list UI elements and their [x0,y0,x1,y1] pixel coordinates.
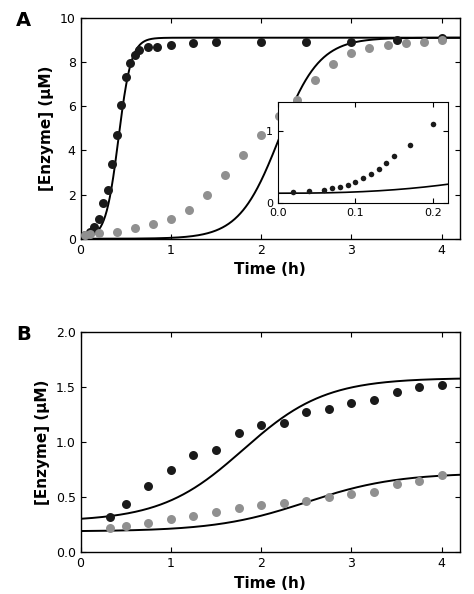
Point [86,229,93,239]
Point [302,37,310,47]
Point [212,445,220,454]
Point [329,59,337,69]
Point [122,72,129,82]
Point [212,37,220,47]
Point [95,229,102,238]
Point [325,492,333,502]
Point [131,50,138,60]
Y-axis label: [Enzyme] (μM): [Enzyme] (μM) [35,380,50,505]
Point [122,521,129,530]
Point [347,399,355,408]
Point [438,35,446,45]
Point [235,504,242,513]
Point [275,111,283,121]
Point [167,40,174,50]
Point [149,220,156,229]
Point [384,40,392,50]
Point [438,380,446,389]
Point [122,499,129,508]
Point [154,42,161,51]
Point [91,222,98,231]
Point [107,512,114,522]
Point [190,450,197,460]
Point [393,387,401,397]
Text: B: B [16,325,31,344]
Point [347,37,355,46]
Point [347,49,355,58]
Point [113,228,120,237]
Point [370,487,378,497]
Point [415,476,423,485]
Point [257,421,265,430]
Point [107,523,114,533]
Point [415,382,423,391]
Y-axis label: [Enzyme] (μM): [Enzyme] (μM) [39,65,55,191]
Point [347,489,355,498]
Text: A: A [16,11,31,30]
Point [86,228,93,237]
Point [239,150,247,160]
Point [131,223,138,232]
Point [420,37,428,47]
Point [366,43,374,52]
Point [118,100,125,110]
Point [438,470,446,480]
Point [127,58,134,68]
Point [402,39,410,48]
Point [302,407,310,417]
Point [438,33,446,42]
Point [257,130,265,140]
Point [145,481,152,491]
Point [95,214,102,223]
Point [212,507,220,516]
Point [302,496,310,505]
Point [167,214,174,223]
Point [104,185,111,195]
Point [136,45,143,55]
Point [145,518,152,527]
Point [82,230,89,240]
X-axis label: Time (h): Time (h) [234,262,306,277]
Point [190,39,197,48]
Point [235,428,242,438]
Point [280,498,288,507]
Point [113,130,120,140]
X-axis label: Time (h): Time (h) [234,576,306,591]
Point [325,404,333,413]
Point [370,395,378,405]
Point [311,75,319,84]
Point [293,95,301,105]
Point [109,159,116,168]
Point [280,418,288,428]
Point [167,465,174,475]
Point [257,500,265,510]
Point [100,198,107,208]
Point [145,42,152,51]
Point [185,206,193,215]
Point [82,230,89,240]
Point [167,514,174,524]
Point [257,37,265,47]
Point [221,170,229,179]
Point [203,190,211,200]
Point [393,479,401,489]
Point [393,35,401,45]
Point [190,511,197,521]
